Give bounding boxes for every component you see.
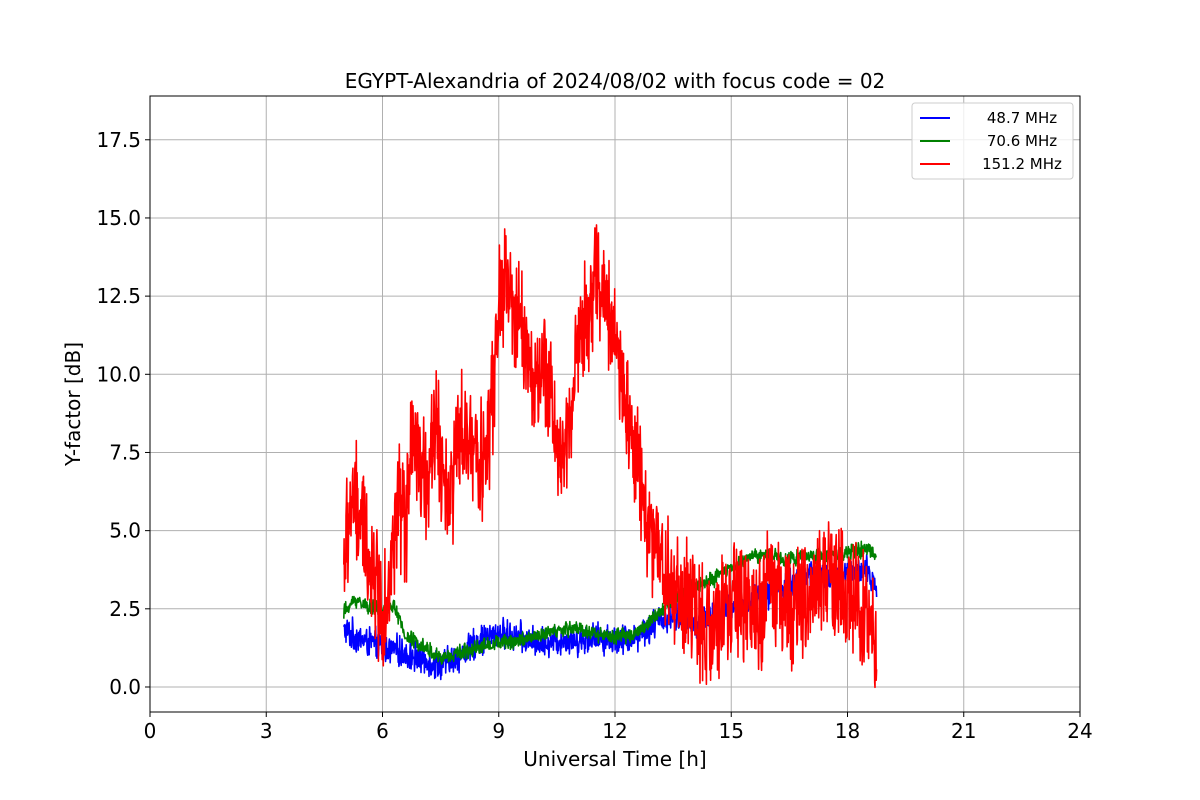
y-tick-label: 2.5 [109,597,141,621]
series-line [343,540,877,665]
x-tick-label: 18 [835,719,860,743]
y-axis-ticks: 0.0 2.5 5.0 7.5 10.0 12.5 15.0 17.5 [96,128,150,699]
legend-label: 48.7 MHz [987,109,1057,127]
y-tick-label: 15.0 [96,206,141,230]
y-tick-label: 7.5 [109,440,141,464]
y-tick-label: 0.0 [109,675,141,699]
series-layer [343,224,878,689]
legend-box [911,102,1074,180]
series-line [343,224,878,689]
x-tick-label: 21 [951,719,976,743]
x-tick-label: 3 [260,719,273,743]
y-axis-label: Y-factor [dB] [61,342,85,467]
y-tick-label: 10.0 [96,362,141,386]
x-tick-label: 24 [1067,719,1092,743]
chart-title: EGYPT-Alexandria of 2024/08/02 with focu… [345,69,886,93]
x-tick-label: 15 [719,719,744,743]
x-axis-label: Universal Time [h] [523,747,706,771]
legend-label: 151.2 MHz [982,155,1062,173]
x-tick-label: 6 [376,719,389,743]
y-tick-label: 5.0 [109,519,141,543]
legend: 48.7 MHz 70.6 MHz 151.2 MHz [911,102,1074,180]
legend-label: 70.6 MHz [987,132,1057,150]
x-tick-label: 12 [602,719,627,743]
y-tick-label: 17.5 [96,128,141,152]
x-tick-label: 9 [492,719,505,743]
y-tick-label: 12.5 [96,284,141,308]
x-tick-label: 0 [144,719,157,743]
x-axis-ticks: 0 3 6 9 12 15 18 21 24 [144,712,1093,743]
